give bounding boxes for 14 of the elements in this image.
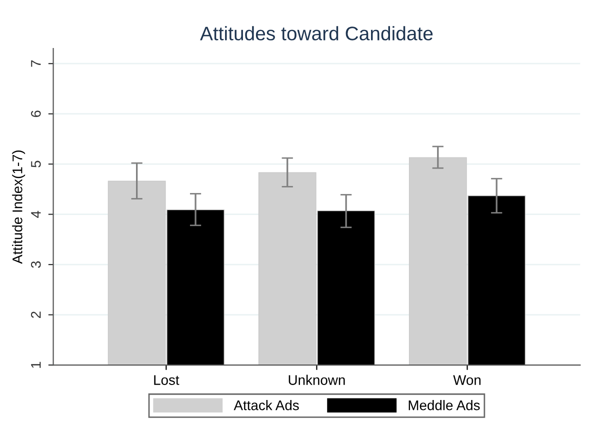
x-tick-label: Won: [453, 375, 481, 385]
legend-label: Meddle Ads: [408, 400, 480, 410]
y-tick-label: 1: [31, 362, 41, 368]
y-tick-label: 3: [30, 261, 41, 268]
y-tick-label: 4: [31, 210, 41, 218]
x-tick-label: Unknown: [288, 374, 345, 385]
y-axis-title: Attitude Index(1-7): [12, 150, 26, 264]
chart-title: Attitudes toward Candidate: [200, 26, 433, 40]
x-tick-label: Lost: [154, 375, 180, 385]
legend-label: Attack Ads: [234, 400, 299, 410]
y-tick-label: 7: [31, 60, 41, 67]
y-tick-label: 2: [30, 312, 41, 318]
y-tick-label: 5: [31, 160, 41, 168]
y-tick-label: 6: [30, 110, 41, 117]
